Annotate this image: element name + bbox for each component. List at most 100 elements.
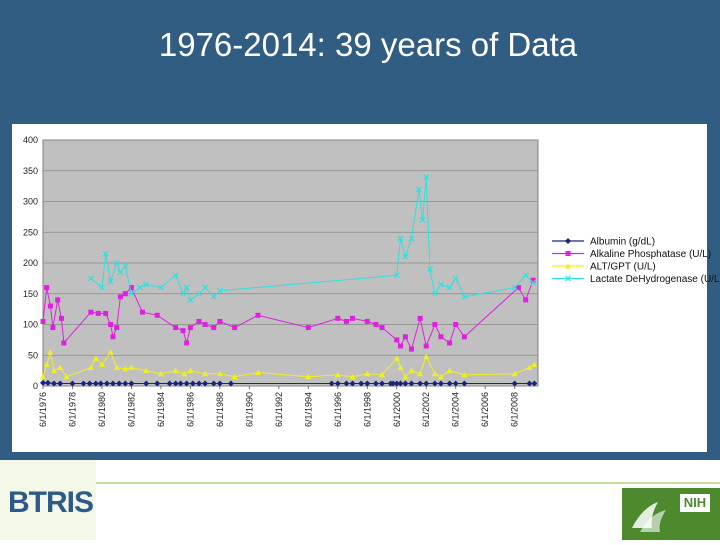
data-point (393, 355, 400, 361)
data-point (522, 272, 529, 279)
legend-label: Albumin (g/dL) (590, 237, 655, 248)
slide-title: 1976-2014: 39 years of Data (158, 26, 578, 63)
x-tick-label: 6/1/1992 (274, 392, 284, 427)
data-point (364, 380, 371, 387)
data-point (461, 371, 468, 378)
data-point (350, 315, 356, 321)
data-point (202, 380, 209, 387)
data-point (427, 266, 433, 273)
data-point (172, 367, 179, 374)
data-point (202, 322, 208, 327)
data-point (187, 325, 193, 331)
data-point (335, 315, 341, 321)
data-point (210, 293, 217, 300)
data-point (216, 287, 223, 294)
data-point (417, 370, 424, 377)
nih-logo: NIH (622, 488, 720, 540)
data-point (44, 285, 50, 291)
data-point (358, 380, 365, 387)
data-point (51, 380, 58, 387)
data-point (183, 380, 190, 387)
legend-label: Lactate DeHydrogenase (U/L) (590, 274, 720, 285)
data-point (438, 334, 444, 340)
y-tick-label: 100 (23, 320, 38, 330)
data-point (394, 337, 400, 343)
data-point (180, 328, 186, 334)
data-point (107, 278, 114, 285)
legend-swatch-marker (565, 238, 571, 244)
data-point (432, 322, 438, 327)
data-point (196, 380, 203, 387)
legend-swatch-marker (565, 263, 571, 269)
data-point (128, 380, 135, 387)
data-point (80, 380, 87, 387)
y-tick-label: 50 (28, 350, 38, 360)
x-tick-labels: 6/1/1976 6/1/1978 6/1/1980 6/1/1982 6/1/1984… (38, 386, 520, 427)
data-point (397, 380, 404, 387)
data-point (58, 315, 64, 321)
data-point (402, 253, 409, 260)
data-point (431, 370, 438, 377)
data-point (128, 364, 135, 371)
data-point (110, 334, 116, 340)
data-point (511, 380, 518, 387)
data-point (423, 380, 430, 387)
data-point (437, 380, 444, 387)
data-point (530, 279, 537, 286)
data-point (423, 343, 429, 349)
data-point (431, 380, 438, 387)
data-point (55, 297, 61, 303)
data-point (216, 380, 223, 387)
x-tick-label: 6/1/1982 (126, 392, 136, 427)
data-point (177, 380, 184, 387)
y-tick-label: 0 (33, 381, 38, 391)
data-point (511, 370, 518, 377)
data-point (305, 325, 311, 331)
data-point (87, 275, 94, 282)
btris-logo-text: BTRIS (8, 486, 94, 519)
footer: BTRIS NIH (0, 460, 720, 540)
data-point (390, 380, 397, 387)
data-point (393, 272, 400, 279)
data-point (157, 370, 164, 377)
x-tick-label: 6/1/1986 (185, 392, 195, 427)
data-point (181, 370, 188, 377)
footer-stripe (96, 482, 720, 484)
data-point (40, 318, 46, 324)
data-point (328, 380, 335, 387)
data-point (349, 380, 356, 387)
data-point (417, 380, 424, 387)
data-point (183, 284, 190, 291)
x-tick-label: 6/1/1994 (303, 392, 313, 427)
data-point (92, 355, 99, 361)
data-point (189, 380, 196, 387)
btris-logo: BTRIS (0, 460, 96, 540)
data-point (415, 186, 422, 193)
data-point (184, 340, 190, 346)
data-point (515, 285, 521, 291)
data-point (95, 310, 101, 316)
data-point (50, 325, 56, 331)
y-tick-label: 350 (23, 166, 38, 176)
data-point (122, 380, 129, 387)
data-point (431, 290, 438, 297)
data-point (109, 380, 116, 387)
x-tick-label: 6/1/2002 (421, 392, 431, 427)
data-point (173, 325, 179, 331)
data-point (137, 284, 143, 291)
data-point (57, 380, 64, 387)
legend: Albumin (g/dL)Alkaline Phosphatase (U/L)… (552, 237, 720, 285)
legend-swatch-marker (565, 275, 571, 282)
data-point (122, 291, 128, 297)
data-point (108, 322, 114, 327)
data-point (530, 277, 536, 283)
data-point (216, 370, 223, 377)
x-tick-label: 6/1/1988 (215, 392, 225, 427)
data-point (97, 380, 104, 387)
data-point (393, 380, 400, 387)
data-point (40, 373, 46, 380)
data-point (526, 364, 533, 371)
data-point (305, 373, 312, 380)
data-point (217, 318, 223, 324)
data-point (92, 380, 99, 387)
